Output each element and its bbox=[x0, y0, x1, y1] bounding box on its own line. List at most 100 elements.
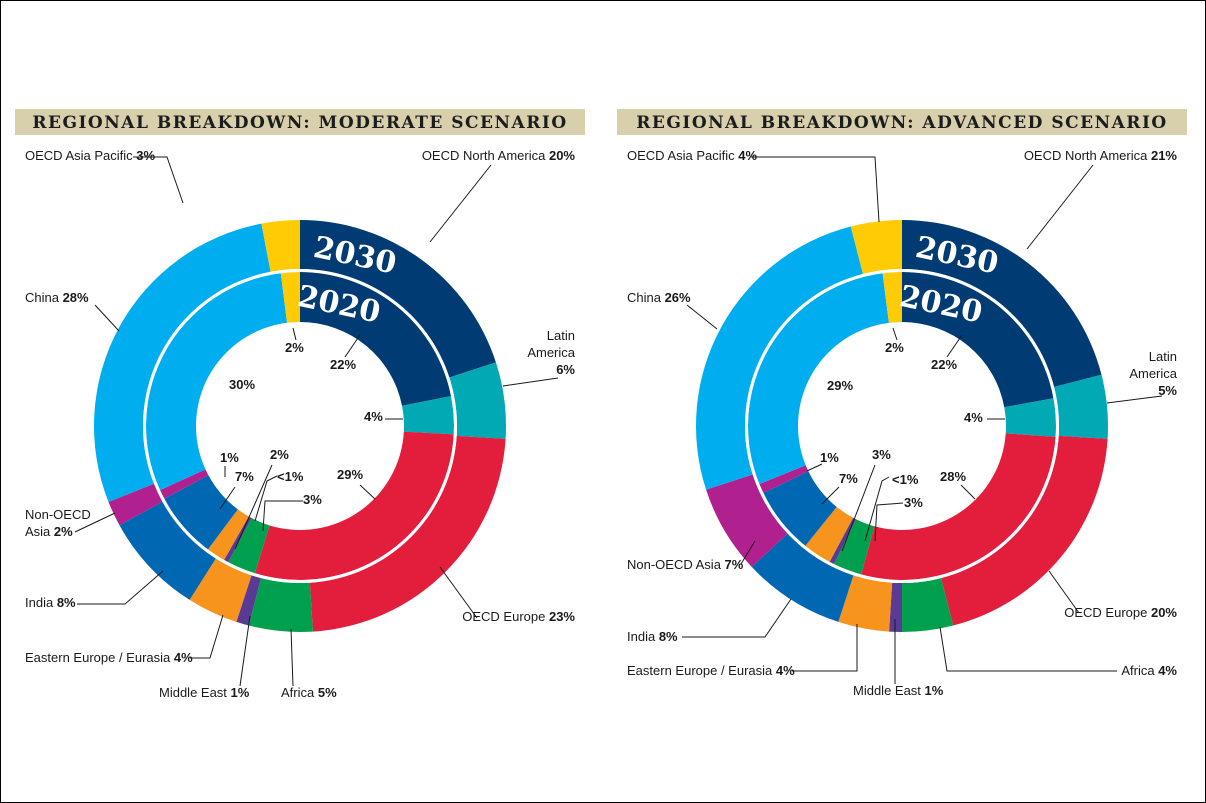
leader-line-oecd-na bbox=[1026, 164, 1094, 250]
outer-label-china: China 28% bbox=[25, 290, 89, 305]
inner-leader-line-africa bbox=[874, 502, 904, 542]
outer-2030-ring-segment-oecd-na bbox=[300, 220, 496, 378]
outer-label-oecd-ap: OECD Asia Pacific 3% bbox=[25, 148, 155, 163]
inner-2020-ring-segment-india bbox=[763, 471, 837, 546]
inner-leader-line-non-oecd-asia bbox=[806, 463, 823, 472]
inner-2020-ring-segment-ee-eurasia bbox=[805, 506, 854, 562]
outer-label-china: China 26% bbox=[627, 290, 691, 305]
outer-label-africa: Africa 5% bbox=[281, 685, 337, 700]
outer-label-india: India 8% bbox=[627, 629, 678, 644]
outer-label-middle-east: Middle East 1% bbox=[853, 683, 944, 698]
leader-line-latin-am bbox=[1106, 395, 1163, 404]
inner-leader-line-oecd-ap bbox=[292, 327, 297, 341]
outer-label-ee-eurasia: Eastern Europe / Eurasia 4% bbox=[25, 650, 193, 665]
inner-2020-ring-segment-latin-am bbox=[402, 396, 455, 435]
advanced-scenario-title-banner: REGIONAL BREAKDOWN: ADVANCED SCENARIO bbox=[617, 109, 1187, 135]
outer-2030-ring-segment-china bbox=[696, 226, 863, 490]
outer-label-non-oecd-asia: Non-OECD bbox=[25, 507, 91, 522]
leader-line-oecd-ap bbox=[751, 156, 880, 223]
leader-line-oecd-eu bbox=[1048, 570, 1080, 614]
inner-leader-line-ee-eurasia bbox=[234, 464, 273, 550]
outer-label-latin-am-line: America bbox=[1129, 366, 1177, 381]
inner-2020-ring-segment-china bbox=[748, 273, 889, 485]
outer-2030-ring-segment-india bbox=[751, 533, 854, 622]
outer-label-latin-am-line: Latin bbox=[1149, 349, 1177, 364]
ring-separator bbox=[745, 269, 1059, 583]
outer-2030-ring-segment-oecd-eu bbox=[941, 435, 1108, 626]
inner-label-middle-east: <1% bbox=[277, 469, 304, 484]
inner-2020-ring-segment-oecd-na bbox=[300, 272, 452, 406]
outer-2030-ring-segment-oecd-na bbox=[902, 220, 1102, 387]
outer-label-latin-am-value: 6% bbox=[556, 362, 575, 377]
inner-label-oecd-eu: 29% bbox=[337, 467, 363, 482]
leader-line-oecd-ap bbox=[133, 156, 184, 204]
inner-label-non-oecd-asia: 1% bbox=[220, 450, 239, 465]
advanced-scenario-panel: REGIONAL BREAKDOWN: ADVANCED SCENARIO 20… bbox=[617, 109, 1187, 709]
leader-line-non-oecd-asia bbox=[740, 540, 756, 565]
outer-label-oecd-na: OECD North America 20% bbox=[422, 148, 576, 163]
leader-line-oecd-eu bbox=[439, 566, 478, 619]
leader-line-india bbox=[682, 598, 792, 638]
inner-label-non-oecd-asia: 1% bbox=[820, 450, 839, 465]
inner-leader-line-middle-east bbox=[254, 475, 278, 522]
outer-label-non-oecd-asia: Non-OECD Asia 7% bbox=[627, 557, 744, 572]
outer-2030-ring-segment-latin-am bbox=[449, 362, 506, 439]
inner-label-china: 30% bbox=[229, 377, 255, 392]
inner-leader-line-oecd-eu bbox=[960, 484, 976, 500]
outer-label-india: India 8% bbox=[25, 595, 76, 610]
outer-2030-ring-segment-oecd-ap bbox=[261, 220, 300, 272]
inner-2020-ring-segment-oecd-eu bbox=[861, 433, 1056, 580]
inner-label-oecd-ap: 2% bbox=[285, 340, 304, 355]
outer-2030-ring-segment-latin-am bbox=[1054, 374, 1108, 439]
outer-2030-ring-segment-oecd-eu bbox=[309, 435, 506, 632]
outer-label-latin-am-line: Latin bbox=[547, 328, 575, 343]
outer-label-latin-am-value: 5% bbox=[1158, 383, 1177, 398]
leader-line-china bbox=[94, 304, 120, 332]
leader-line-oecd-na bbox=[429, 164, 492, 243]
inner-2020-ring-segment-non-oecd-asia bbox=[759, 465, 809, 493]
outer-label-oecd-na: OECD North America 21% bbox=[1024, 148, 1178, 163]
outer-label-non-oecd-asia: Asia 2% bbox=[25, 524, 73, 539]
leader-line-non-oecd-asia bbox=[74, 512, 116, 533]
leader-line-africa bbox=[290, 628, 294, 687]
moderate-scenario-title-banner: REGIONAL BREAKDOWN: MODERATE SCENARIO bbox=[15, 109, 585, 135]
inner-label-china: 29% bbox=[827, 378, 853, 393]
outer-label-oecd-ap: OECD Asia Pacific 4% bbox=[627, 148, 757, 163]
inner-label-india: 7% bbox=[839, 471, 858, 486]
outer-2030-ring-segment-india bbox=[119, 501, 216, 600]
inner-label-middle-east: <1% bbox=[892, 472, 919, 487]
ring-separator bbox=[143, 269, 457, 583]
leader-line-ee-eurasia bbox=[190, 614, 224, 659]
inner-label-india: 7% bbox=[235, 469, 254, 484]
outer-2030-ring-segment-africa bbox=[902, 578, 954, 632]
outer-2030-ring-segment-ee-eurasia bbox=[189, 558, 252, 622]
inner-leader-line-oecd-na bbox=[946, 334, 963, 358]
inner-label-oecd-na: 22% bbox=[330, 357, 356, 372]
outer-label-ee-eurasia: Eastern Europe / Eurasia 4% bbox=[627, 663, 795, 678]
inner-label-africa: 3% bbox=[904, 495, 923, 510]
inner-label-ee-eurasia: 3% bbox=[872, 447, 891, 462]
outer-2030-ring-segment-oecd-ap bbox=[850, 220, 902, 274]
outer-label-latin-am-line: America bbox=[527, 345, 575, 360]
chart-title: REGIONAL BREAKDOWN: ADVANCED SCENARIO bbox=[636, 113, 1168, 133]
inner-2020-ring-segment-india bbox=[164, 475, 238, 550]
outer-label-middle-east: Middle East 1% bbox=[159, 685, 250, 700]
moderate-scenario-panel: REGIONAL BREAKDOWN: MODERATE SCENARIO 20… bbox=[15, 109, 585, 709]
inner-leader-line-africa bbox=[262, 500, 303, 532]
inner-label-africa: 3% bbox=[303, 492, 322, 507]
inner-label-latin-am: 4% bbox=[964, 410, 983, 425]
outer-label-oecd-eu: OECD Europe 20% bbox=[1064, 605, 1177, 620]
inner-2020-ring-segment-china bbox=[146, 273, 288, 491]
chart-title: REGIONAL BREAKDOWN: MODERATE SCENARIO bbox=[32, 113, 568, 133]
inner-leader-line-oecd-eu bbox=[359, 484, 376, 500]
inner-leader-line-middle-east bbox=[864, 476, 890, 542]
inner-2020-ring-segment-oecd-ap bbox=[882, 272, 902, 323]
inner-2020-ring-segment-africa bbox=[228, 518, 270, 574]
inner-leader-line-india bbox=[219, 486, 236, 510]
leader-line-ee-eurasia bbox=[792, 624, 858, 672]
outer-2030-ring-segment-china bbox=[93, 223, 271, 502]
leader-line-china bbox=[686, 304, 718, 330]
outer-2030-ring-segment-middle-east bbox=[889, 582, 902, 632]
